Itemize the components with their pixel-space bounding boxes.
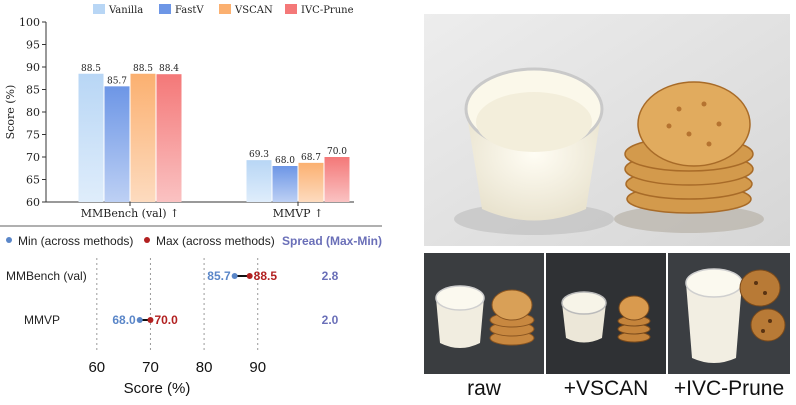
max-value-label: 70.0: [154, 313, 178, 327]
x-tick-label: MMBench (val) ↑: [81, 207, 180, 220]
spread-value: 2.8: [322, 269, 339, 283]
row-label: MMVP: [24, 313, 60, 327]
bar-vanilla-0: [78, 73, 104, 202]
bar-vscan-1: [298, 162, 324, 202]
legend-min-marker: [6, 237, 12, 243]
bar-value-label: 68.7: [301, 153, 321, 163]
bar-value-label: 88.4: [159, 64, 179, 74]
legend-swatch-vanilla: [93, 4, 105, 14]
spread-header: Spread (Max-Min): [282, 234, 382, 248]
caption-vscan: +VSCAN: [563, 377, 649, 400]
milk-cookies-photo: [424, 14, 790, 246]
legend-max-marker: [144, 237, 150, 243]
min-value-label: 68.0: [112, 313, 136, 327]
dumbbell-x-tick-label: 70: [142, 359, 159, 376]
y-tick-label: 90: [26, 61, 40, 74]
max-marker: [147, 317, 154, 323]
chart-area: 60 65 70 75 80 85 90 95 100 Score (%) 88.5 85.7 88.5…: [0, 4, 382, 397]
y-tick-label: 95: [26, 39, 40, 52]
legend-label: VSCAN: [234, 5, 273, 16]
bar-value-label: 70.0: [327, 147, 347, 157]
bar-fastv-1: [272, 166, 298, 202]
legend-label: FastV: [175, 5, 204, 16]
bar-ivc-prune-1: [324, 157, 350, 202]
y-tick-label: 65: [26, 174, 40, 187]
vscan-output-image: [546, 253, 666, 374]
bar-value-label: 68.0: [275, 156, 295, 166]
y-axis-label: Score (%): [4, 85, 17, 140]
min-value-label: 85.7: [207, 269, 231, 283]
caption-ivc-prune: +IVC-Prune: [673, 377, 785, 400]
caption-raw: raw: [467, 377, 501, 400]
y-tick-label: 70: [26, 151, 40, 164]
dumbbell-x-tick-label: 90: [249, 359, 266, 376]
bar-value-label: 88.5: [133, 64, 153, 74]
row-label: MMBench (val): [6, 269, 87, 283]
max-value-label: 88.5: [254, 269, 278, 283]
bar-value-label: 69.3: [249, 150, 269, 160]
legend-swatch-fastv: [159, 4, 171, 14]
max-marker: [246, 273, 253, 279]
dumbbell-x-tick-label: 60: [88, 359, 105, 376]
y-tick-label: 85: [26, 84, 40, 97]
bar-ivc-prune-0: [156, 74, 182, 202]
y-tick-label: 60: [26, 196, 40, 209]
legend-max-label: Max (across methods): [156, 234, 275, 248]
bar-vscan-0: [130, 73, 156, 202]
legend-min-label: Min (across methods): [18, 234, 133, 248]
spread-value: 2.0: [322, 313, 339, 327]
y-tick-label: 100: [19, 16, 40, 29]
y-tick-label: 80: [26, 106, 40, 119]
min-marker: [231, 273, 238, 279]
legend-label: Vanilla: [108, 5, 143, 16]
bar-value-label: 88.5: [81, 64, 101, 74]
y-tick-label: 75: [26, 129, 40, 142]
ivc-prune-output-image: [668, 253, 790, 374]
legend-swatch-vscan: [219, 4, 231, 14]
x-tick-label: MMVP ↑: [273, 207, 324, 220]
raw-output-image: [424, 253, 544, 374]
dumbbell-x-axis-label: Score (%): [124, 380, 191, 397]
legend-swatch-ivc-prune: [285, 4, 297, 14]
min-marker: [136, 317, 143, 323]
dumbbell-x-tick-label: 80: [196, 359, 213, 376]
bar-value-label: 85.7: [107, 76, 127, 86]
bar-fastv-0: [104, 86, 130, 202]
bar-vanilla-1: [246, 160, 272, 202]
legend-label: IVC-Prune: [301, 5, 354, 16]
